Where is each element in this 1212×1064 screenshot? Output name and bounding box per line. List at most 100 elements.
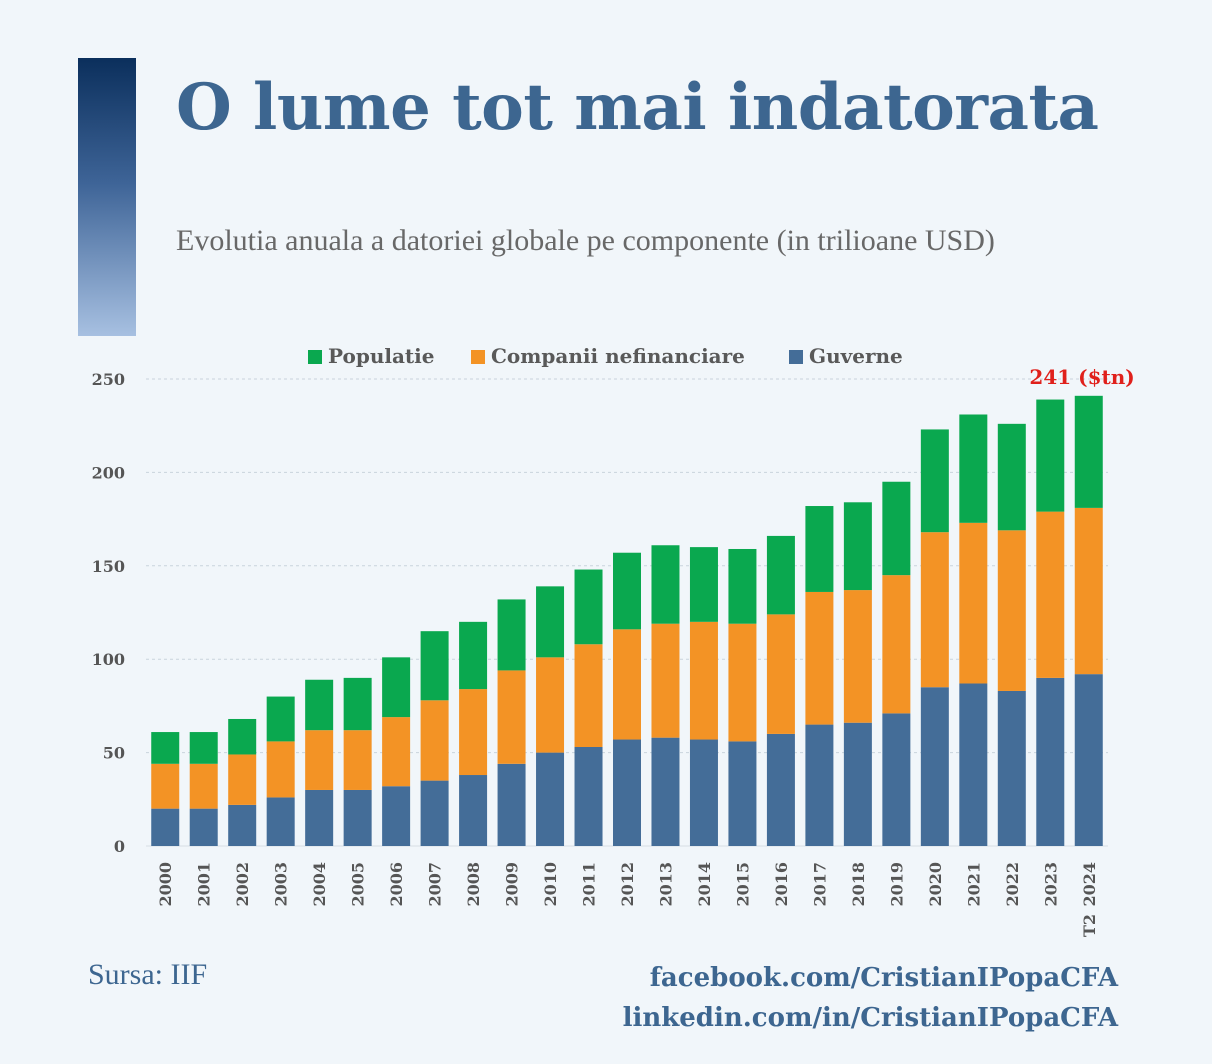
bar-segment-guverne xyxy=(1074,674,1103,846)
bar-segment-populatie xyxy=(959,414,988,523)
bar-segment-populatie xyxy=(536,586,565,658)
x-tick-label: 2022 xyxy=(1003,862,1022,907)
bar-segment-populatie xyxy=(613,552,641,630)
bar-segment-populatie xyxy=(382,657,411,718)
x-tick-label: 2019 xyxy=(887,862,906,907)
bar-segment-companii xyxy=(574,644,603,747)
bar-segment-companii xyxy=(305,730,334,790)
bar-segment-companii xyxy=(920,532,949,688)
bar-segment-guverne xyxy=(920,687,949,846)
bar-segment-guverne xyxy=(651,737,680,846)
total-annotation: 241 ($tn) xyxy=(1029,365,1134,389)
bar-segment-populatie xyxy=(920,429,949,533)
bar-segment-companii xyxy=(228,754,257,805)
bar-segment-populatie xyxy=(843,502,872,591)
bar-segment-companii xyxy=(1074,507,1103,675)
bar-segment-populatie xyxy=(459,621,488,690)
x-tick-label: 2015 xyxy=(733,862,752,907)
bar-segment-populatie xyxy=(805,506,834,592)
bar-segment-guverne xyxy=(1036,677,1065,846)
bar-segment-companii xyxy=(613,629,641,740)
bar-segment-populatie xyxy=(689,547,718,622)
x-tick-label: 2024 xyxy=(1080,862,1099,907)
bar-segment-populatie xyxy=(997,423,1026,531)
legend-label-companii: Companii nefinanciare xyxy=(491,344,745,368)
bar-segment-guverne xyxy=(151,808,180,846)
x-tick-label-prefix: T2 xyxy=(1080,914,1099,937)
bar-segment-companii xyxy=(151,763,180,809)
y-tick-label: 50 xyxy=(103,744,125,763)
bar-segment-populatie xyxy=(266,696,295,742)
legend-swatch-populatie xyxy=(308,350,322,364)
page-title: O lume tot mai indatorata xyxy=(176,70,1099,145)
bar-segment-guverne xyxy=(613,739,641,846)
bar-segment-companii xyxy=(343,730,372,790)
y-tick-label: 100 xyxy=(92,650,125,669)
bar-segment-companii xyxy=(766,614,795,734)
bar-segment-guverne xyxy=(228,804,257,846)
bar-segment-guverne xyxy=(189,808,218,846)
page-subtitle: Evolutia anuala a datoriei globale pe co… xyxy=(176,224,995,257)
y-tick-label: 0 xyxy=(114,837,125,856)
bar-segment-companii xyxy=(497,670,526,764)
social-links: facebook.com/CristianIPopaCFA linkedin.c… xyxy=(623,958,1118,1038)
bar-segment-guverne xyxy=(574,746,603,846)
bar-segment-companii xyxy=(382,717,411,787)
bar-segment-populatie xyxy=(1036,399,1065,512)
bar-segment-populatie xyxy=(1074,395,1103,508)
bar-segment-companii xyxy=(843,590,872,723)
x-tick-label: 2017 xyxy=(810,862,829,907)
x-tick-label: 2007 xyxy=(426,862,445,907)
x-tick-label: 2018 xyxy=(849,862,868,907)
legend-swatch-companii xyxy=(471,350,485,364)
bar-segment-companii xyxy=(536,657,565,753)
bar-segment-guverne xyxy=(497,763,526,846)
bar-segment-populatie xyxy=(343,677,372,731)
bar-segment-populatie xyxy=(420,631,449,701)
x-tick-label: 2006 xyxy=(387,862,406,907)
x-tick-label: 2008 xyxy=(464,862,483,907)
x-tick-label: 2011 xyxy=(580,862,599,907)
bar-segment-guverne xyxy=(843,722,872,846)
bar-segment-populatie xyxy=(574,569,603,645)
bar-segment-companii xyxy=(189,763,218,809)
x-tick-label: 2003 xyxy=(272,862,291,907)
x-tick-label: 2012 xyxy=(618,862,637,907)
bar-segment-guverne xyxy=(805,724,834,846)
bar-segment-populatie xyxy=(766,535,795,615)
bar-segment-guverne xyxy=(882,713,911,846)
bar-segment-companii xyxy=(651,623,680,738)
bar-segment-populatie xyxy=(228,718,257,755)
x-tick-label: 2023 xyxy=(1041,862,1060,907)
x-tick-label: 2002 xyxy=(233,862,252,907)
x-tick-label: 2001 xyxy=(195,862,214,907)
bar-segment-guverne xyxy=(766,733,795,846)
title-accent-bar xyxy=(78,58,136,336)
bar-segment-companii xyxy=(420,700,449,781)
bar-segment-companii xyxy=(959,522,988,684)
bar-segment-populatie xyxy=(151,732,180,764)
bar-segment-populatie xyxy=(497,599,526,671)
source-note: Sursa: IIF xyxy=(88,958,208,991)
bar-segment-populatie xyxy=(882,481,911,576)
bar-segment-populatie xyxy=(305,679,334,731)
x-tick-label: 2004 xyxy=(310,862,329,907)
bar-segment-guverne xyxy=(343,789,372,846)
bar-segment-companii xyxy=(689,621,718,740)
bar-segment-populatie xyxy=(728,548,757,624)
bar-segment-guverne xyxy=(420,780,449,846)
y-tick-label: 200 xyxy=(92,463,125,482)
x-tick-label: 2014 xyxy=(695,862,714,907)
linkedin-link[interactable]: linkedin.com/in/CristianIPopaCFA xyxy=(622,1003,1118,1033)
bar-segment-guverne xyxy=(382,786,411,846)
x-tick-label: 2010 xyxy=(541,862,560,907)
facebook-link[interactable]: facebook.com/CristianIPopaCFA xyxy=(649,963,1118,993)
bar-segment-companii xyxy=(1036,511,1065,678)
x-tick-label: 2021 xyxy=(964,862,983,907)
x-tick-label: 2005 xyxy=(349,862,368,907)
bar-segment-guverne xyxy=(728,741,757,846)
bar-segment-populatie xyxy=(651,545,680,624)
x-tick-label: 2016 xyxy=(772,862,791,907)
chart-container: 0 50 100 150 200 250 2000 2001 2002 2003 2004 2005 2… xyxy=(0,340,1212,950)
bar-segment-companii xyxy=(997,530,1026,691)
